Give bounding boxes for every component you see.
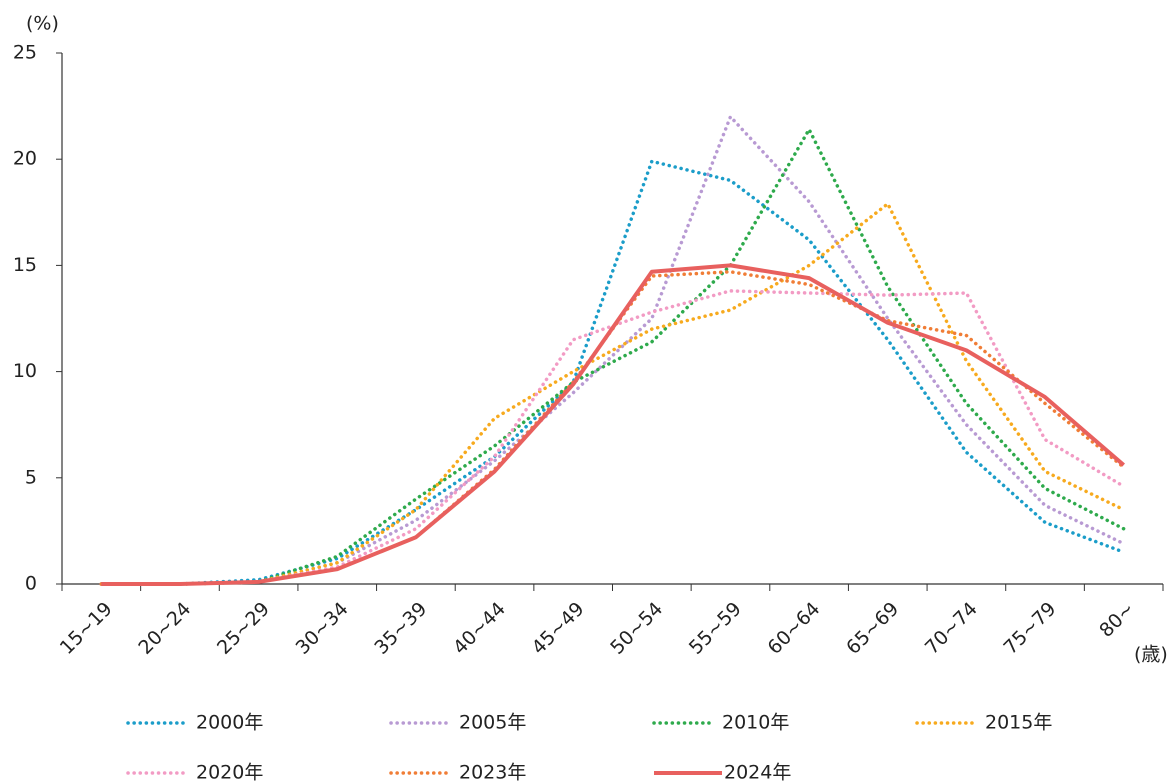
x-tick-label: 75~79 xyxy=(999,598,1060,659)
x-tick-label: 55~59 xyxy=(685,598,746,659)
y-unit-label: (%) xyxy=(26,13,59,35)
x-tick-label: 65~69 xyxy=(842,598,903,659)
legend-label: 2023年 xyxy=(459,762,526,784)
x-tick-label: 40~44 xyxy=(449,598,510,659)
series-line xyxy=(99,127,1126,586)
legend-label: 2020年 xyxy=(196,762,263,784)
x-tick-label: 45~49 xyxy=(528,598,589,659)
y-tick-label: 5 xyxy=(25,466,37,488)
legend-label: 2024年 xyxy=(724,762,791,784)
series-line xyxy=(99,270,1126,586)
series-line xyxy=(99,159,1126,586)
legend-label: 2005年 xyxy=(459,712,526,734)
x-tick-label: 20~24 xyxy=(134,598,195,659)
x-tick-label: 30~34 xyxy=(292,598,353,659)
x-tick-label: 35~39 xyxy=(370,598,431,659)
x-tick-label: 25~29 xyxy=(213,598,274,659)
x-tick-label: 15~19 xyxy=(56,598,117,659)
series-line xyxy=(99,289,1126,586)
y-tick-label: 0 xyxy=(25,573,37,595)
x-tick-label: 50~54 xyxy=(606,598,667,659)
y-tick-label: 20 xyxy=(13,148,37,170)
legend-label: 2000年 xyxy=(196,712,263,734)
y-tick-label: 10 xyxy=(13,360,37,382)
series-line xyxy=(99,202,1126,586)
legend-label: 2015年 xyxy=(985,712,1052,734)
x-tick-label: 60~64 xyxy=(764,598,825,659)
x-tick-label: 80~ xyxy=(1095,598,1139,642)
legend-label: 2010年 xyxy=(722,712,789,734)
x-unit-label: (歳) xyxy=(1134,644,1168,666)
series-line xyxy=(99,114,1126,586)
y-tick-label: 25 xyxy=(13,42,37,64)
y-tick-label: 15 xyxy=(13,254,37,276)
series-line xyxy=(101,263,1125,586)
x-tick-label: 70~74 xyxy=(921,598,982,659)
